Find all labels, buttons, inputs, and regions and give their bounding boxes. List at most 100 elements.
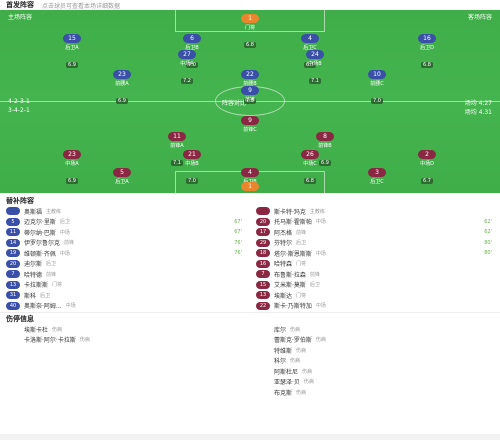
home-player[interactable]: 16 后卫D 6.8	[410, 34, 444, 70]
sub-role: 门将	[52, 282, 63, 289]
list-item[interactable]: 11 蒂尔纳·巴斯 中场 67'	[6, 227, 246, 238]
player-number: 16	[418, 34, 436, 43]
list-item[interactable]: 18 塔尔·斯恩斯斯 中场 80'	[256, 248, 496, 259]
home-player[interactable]: 24 中场B 7.1	[298, 50, 332, 86]
player-name: 前腰B	[243, 81, 257, 87]
player-name: 中场A	[180, 61, 194, 67]
list-item[interactable]: ✚ 库尔 伤病	[256, 324, 496, 335]
player-name: 门将	[244, 25, 255, 31]
injury-icon: ✚	[260, 326, 266, 333]
subs-title: 替补阵容	[6, 197, 34, 205]
player-number: 8	[316, 132, 334, 141]
player-number: 23	[63, 150, 81, 159]
home-avg: 场均 4.27	[464, 100, 492, 107]
list-item[interactable]: 13 卡拉斯斯 门将	[6, 280, 246, 291]
list-item[interactable]: 15 艾米斯·莫斯 后卫	[256, 280, 496, 291]
player-name: 后卫D	[420, 45, 434, 51]
player-rating: 7.1	[309, 78, 321, 84]
list-item[interactable]: ✚ 布克斯 伤病	[256, 387, 496, 398]
player-rating: 6.8	[304, 178, 316, 184]
sub-name: 埃斯达	[274, 292, 293, 300]
list-item[interactable]: 40 奥斯奈·阿姆... 中场	[6, 301, 246, 312]
list-item[interactable]: ✚ 特维斯 伤病	[256, 345, 496, 356]
list-item[interactable]: ✚ 科尔 伤病	[256, 356, 496, 367]
player-name: 中场D	[420, 161, 434, 167]
away-player[interactable]: 1	[233, 182, 267, 191]
list-item[interactable]: ✚ 卡洛斯·阿尔·卡拉斯 伤病	[6, 335, 246, 346]
sub-number: 13	[256, 291, 270, 300]
top-penalty-box	[175, 10, 325, 32]
home-player[interactable]: 6 后卫B 7.0	[175, 34, 209, 70]
home-player[interactable]: 23 前腰A 6.9	[105, 70, 139, 106]
sub-role: 后卫	[309, 282, 320, 289]
away-player[interactable]: 26 中场C 6.8	[293, 150, 327, 186]
player-name: 前腰C	[370, 81, 384, 87]
sub-name: 布鲁斯·拉森	[274, 271, 306, 279]
sub-number: 19	[6, 249, 20, 258]
player-name: 前腰A	[115, 81, 129, 87]
list-item[interactable]: ✚ 亚瑟泽·贝 伤病	[256, 377, 496, 388]
home-player[interactable]: 15 后卫A 6.9	[55, 34, 89, 70]
list-item[interactable]: 斯卡特·玛克 主教练	[256, 206, 496, 217]
home-player[interactable]: 27 中场A 7.2	[170, 50, 204, 86]
player-rating: 7.3	[244, 98, 256, 104]
away-player[interactable]: 2 中场D 6.7	[410, 150, 444, 186]
player-number: 5	[113, 168, 131, 177]
away-player[interactable]: 8 前锋B 6.9	[308, 132, 342, 168]
home-player[interactable]: 1 门将 6.8	[233, 14, 267, 50]
away-player[interactable]: 11 前锋A 7.1	[160, 132, 194, 168]
away-avg: 场均 4.31	[464, 109, 492, 116]
list-item[interactable]: 5 迈克尔·里斯 后卫 67'	[6, 217, 246, 228]
home-player[interactable]: 10 前腰C 7.0	[360, 70, 394, 106]
list-item[interactable]: 19 维顿斯·齐佩 中场 76'	[6, 248, 246, 259]
sub-role: 后卫	[296, 240, 307, 247]
sub-name: 芬特尔	[274, 240, 293, 248]
list-item[interactable]: 7 布鲁斯·拉森 前锋	[256, 269, 496, 280]
away-player[interactable]: 5 后卫A	[105, 168, 139, 185]
sub-minute: 80'	[484, 239, 492, 246]
player-number: 6	[183, 34, 201, 43]
sub-minute: 76'	[234, 250, 242, 257]
injury-name: 蕾斯克·罗伯斯	[274, 337, 312, 345]
home-player[interactable]: 9 前锋	[233, 86, 267, 103]
list-item[interactable]: 7 哈特德 前锋	[6, 269, 246, 280]
list-item[interactable]: ✚ 阿斯杜尼 伤病	[256, 366, 496, 377]
player-name: 前锋	[244, 97, 255, 103]
sub-name: 奥斯奈·阿姆...	[24, 303, 62, 311]
player-rating: 6.9	[319, 160, 331, 166]
sub-minute: 62'	[484, 218, 492, 225]
list-item[interactable]: 20 迪尔斯 后卫	[6, 259, 246, 270]
sub-name: 斯卡特·玛克	[274, 208, 306, 216]
list-item[interactable]: 31 斯科 后卫	[6, 290, 246, 301]
list-item[interactable]: 20 托马斯·霍斯帕 中场 62'	[256, 217, 496, 228]
list-item[interactable]: 29 芬特尔 后卫 80'	[256, 238, 496, 249]
injury-icon: ✚	[260, 378, 266, 385]
sub-number: 31	[6, 291, 20, 300]
player-number: 26	[301, 150, 319, 159]
list-item[interactable]: 16 哈特森 门将	[256, 259, 496, 270]
list-item[interactable]: 13 埃斯达 门将	[256, 290, 496, 301]
sub-role: 前锋	[296, 229, 307, 236]
list-item[interactable]: 奥斯福 主教练	[6, 206, 246, 217]
sub-number: 15	[256, 280, 270, 289]
sub-number: 13	[6, 280, 20, 289]
home-injury-list: ✚ 埃斯卡杜 伤病 ✚ 卡洛斯·阿尔·卡拉斯 伤病	[6, 324, 246, 345]
away-player[interactable]: 23 中场A 6.9	[55, 150, 89, 186]
list-item[interactable]: ✚ 埃斯卡杜 伤病	[6, 324, 246, 335]
list-item[interactable]: 22 斯卡·乃斯特加 中场	[256, 301, 496, 312]
list-item[interactable]: 17 阿杰格 前锋 62'	[256, 227, 496, 238]
player-number: 22	[241, 70, 259, 79]
injury-icon: ✚	[260, 389, 266, 396]
away-player[interactable]: 3 后卫C	[360, 168, 394, 185]
sub-name: 维顿斯·齐佩	[24, 250, 56, 258]
away-player[interactable]: 21 中场B 7.0	[175, 150, 209, 186]
list-item[interactable]: 14 伊罗尔鲁尔克 前锋 76'	[6, 238, 246, 249]
list-item[interactable]: ✚ 蕾斯克·罗伯斯 伤病	[256, 335, 496, 346]
sub-name: 奥斯福	[24, 208, 43, 216]
home-player[interactable]: 4 后卫C 6.7	[293, 34, 327, 70]
home-formation: 4-2-3-1	[8, 98, 30, 105]
sub-role: 中场	[315, 303, 326, 310]
away-player[interactable]: 9 前锋C	[233, 116, 267, 133]
home-player[interactable]: 22 前腰B 7.3	[233, 70, 267, 106]
player-number: 1	[241, 182, 259, 191]
